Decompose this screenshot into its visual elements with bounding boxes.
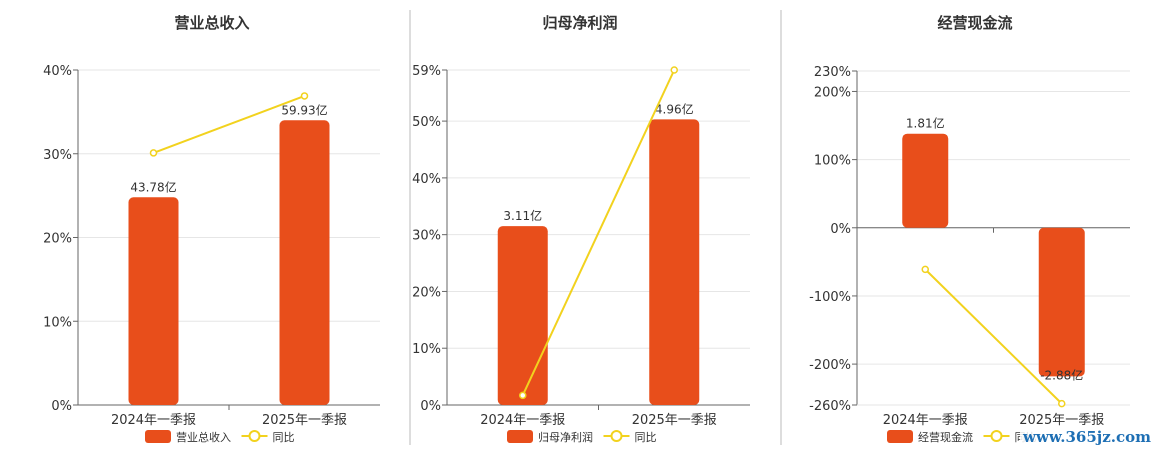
bar-value-label: 59.93亿 [281,102,327,117]
legend-swatch-bar [145,430,171,443]
x-tick-label: 2025年一季报 [1019,413,1104,428]
yoy-line [924,268,1063,405]
x-tick-label: 2025年一季报 [262,413,347,428]
x-tick-label: 2025年一季报 [632,413,717,428]
bar-value-label: 43.78亿 [130,179,176,194]
legend-label: 经营现金流 [918,430,973,444]
y-tick-label: 59% [412,64,441,79]
yoy-point[interactable] [670,66,678,74]
yoy-point[interactable] [1058,399,1066,408]
legend-label: 归母净利润 [538,430,593,444]
y-tick-label: 10% [412,342,441,357]
bar[interactable] [1038,227,1085,377]
y-tick-label: 0% [830,222,851,237]
y-tick-label: 30% [412,229,441,244]
legend-label: 营业总收入 [176,430,231,444]
bar[interactable] [902,133,949,228]
y-tick-label: -200% [809,358,851,373]
y-tick-label: 20% [43,232,72,247]
yoy-line [153,95,305,154]
watermark: www.365jz.com [1020,428,1154,446]
y-tick-label: 230% [814,65,851,80]
y-tick-label: 100% [814,154,851,169]
x-tick-label: 2024年一季报 [883,413,968,428]
chart-title: 营业总收入 [174,14,249,32]
bar-value-label: 1.81亿 [906,116,945,131]
bar-value-label: 4.96亿 [655,101,694,116]
y-tick-label: 40% [43,64,72,79]
bar[interactable] [497,226,548,405]
bar[interactable] [649,119,700,405]
yoy-point[interactable] [921,265,929,274]
y-tick-label: -100% [809,290,851,305]
y-tick-label: -260% [809,399,851,414]
x-tick-label: 2024年一季报 [480,413,565,428]
yoy-point[interactable] [149,149,158,157]
bar-value-label: -2.88亿 [1040,367,1083,382]
chart-title: 经营现金流 [937,14,1012,32]
y-tick-label: 10% [43,315,72,330]
bar-value-label: 3.11亿 [503,208,542,223]
legend-swatch-bar [507,430,533,443]
yoy-point[interactable] [519,391,527,400]
y-tick-label: 30% [43,148,72,163]
yoy-point[interactable] [300,92,309,100]
y-tick-label: 50% [412,115,441,130]
bar[interactable] [128,197,179,405]
chart-title: 归母净利润 [542,14,617,32]
legend-swatch-marker [610,430,623,442]
legend-label: 同比 [273,431,295,444]
legend-swatch-marker [248,430,261,442]
legend-swatch-bar [887,430,913,443]
yoy-line [521,70,676,396]
y-tick-label: 0% [51,399,72,414]
y-tick-label: 0% [420,399,441,414]
legend-swatch-marker [990,430,1003,442]
x-tick-label: 2024年一季报 [111,413,196,428]
y-tick-label: 200% [814,85,851,100]
y-tick-label: 40% [412,172,441,187]
y-tick-label: 20% [412,285,441,300]
bar[interactable] [279,120,330,405]
legend-label: 同比 [635,431,657,444]
